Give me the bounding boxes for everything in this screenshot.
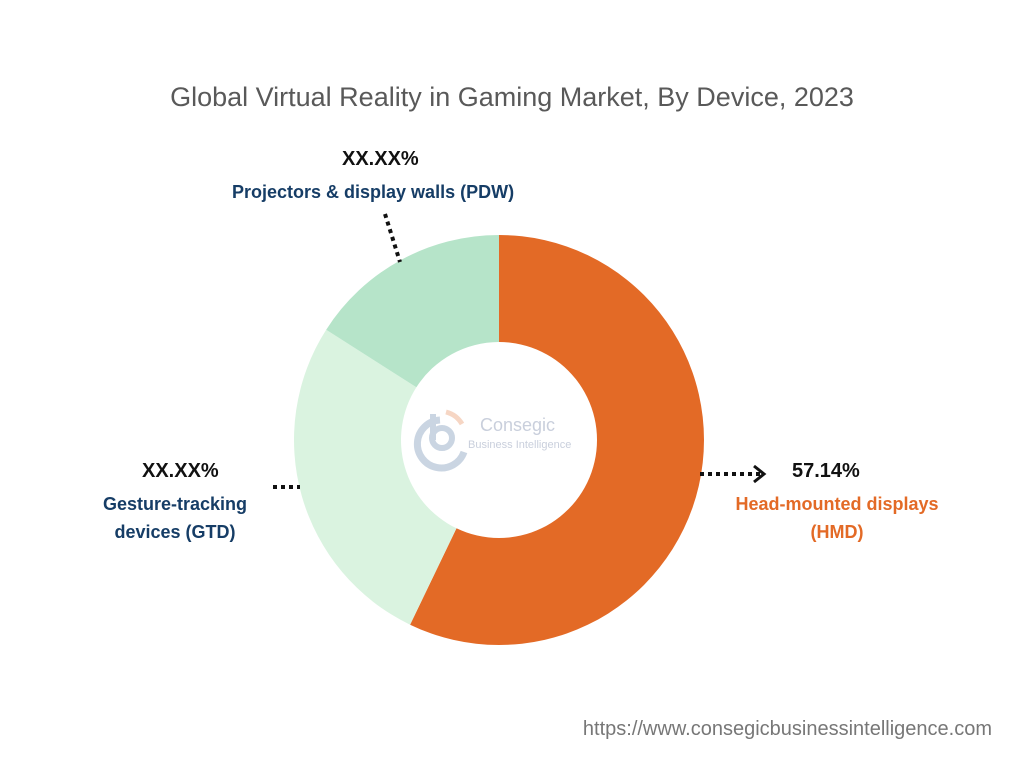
pdw-value: XX.XX% [342,148,419,170]
gtd-value: XX.XX% [142,460,219,482]
hmd-label-line2: (HMD) [810,522,864,542]
hmd-label: Head-mounted displays (HMD) [708,490,966,546]
hmd-value: 57.14% [792,460,860,482]
chart-title: Global Virtual Reality in Gaming Market,… [170,82,854,112]
slice-pdw [326,235,499,388]
gtd-label-line1: Gesture-tracking [102,494,248,514]
slice-hmd [410,235,704,645]
logo-sub: Business Intelligence [468,439,572,451]
arrow-icon [753,464,767,484]
footer-url[interactable]: https://www.consegicbusinessintelligence… [582,718,992,740]
leader-lines [273,213,767,489]
gtd-label-line2: devices (GTD) [114,522,236,542]
gtd-label: Gesture-tracking devices (GTD) [70,490,280,546]
logo-name: Consegic [480,415,556,435]
pdw-leader [383,213,402,263]
hmd-label-line1: Head-mounted displays [735,494,939,514]
pdw-label: Projectors & display walls (PDW) [232,182,515,202]
logo [413,409,468,472]
slice-gtd [294,329,457,625]
